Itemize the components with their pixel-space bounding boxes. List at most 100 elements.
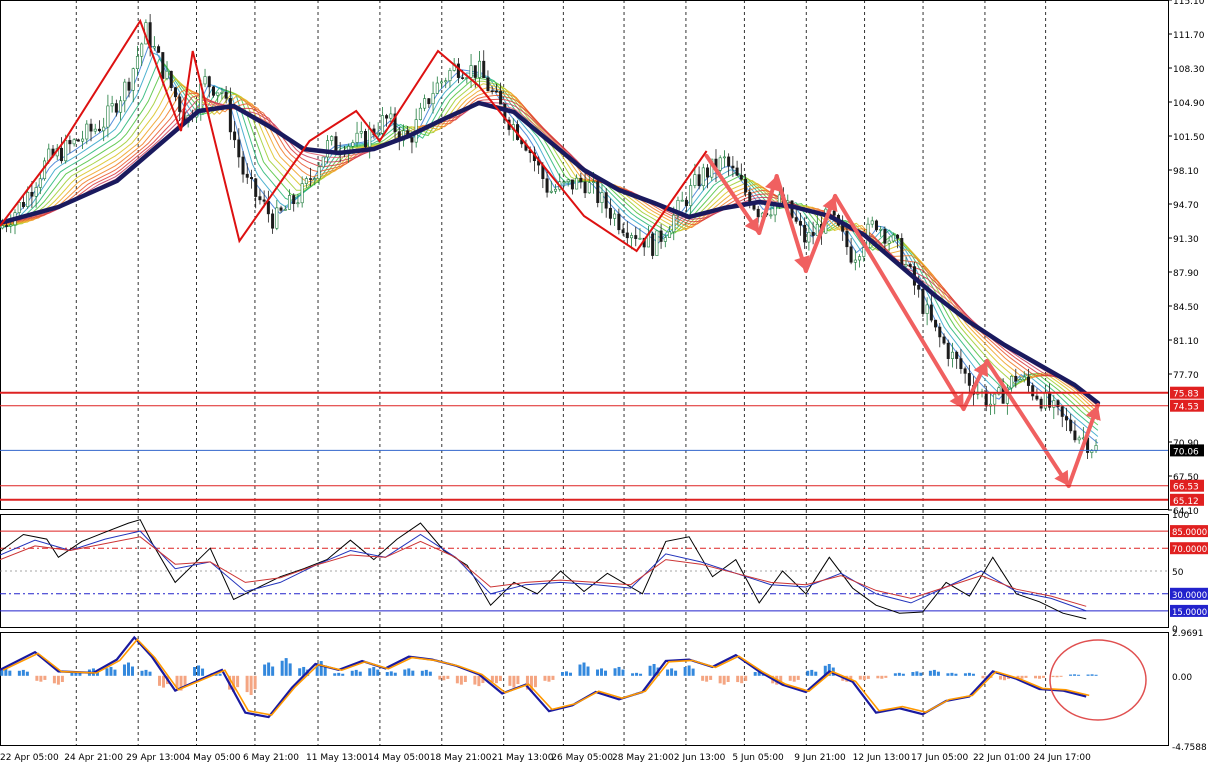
candle-body: [950, 351, 954, 359]
macd-hist-bar: [21, 669, 25, 676]
macd-tick-label: 0.00: [1172, 673, 1192, 683]
candle-body: [157, 46, 161, 53]
osc-level-label: 15.0000: [1172, 608, 1207, 618]
candle-body: [9, 224, 13, 227]
macd-hist-bar: [236, 675, 240, 688]
macd-hist-bar: [823, 665, 827, 676]
candle-body: [1077, 437, 1081, 441]
macd-hist-bar: [932, 669, 936, 676]
candle-body: [735, 167, 739, 176]
macd-hist-bar: [78, 672, 82, 676]
candle-body: [296, 202, 300, 205]
candle-body: [794, 217, 798, 222]
candle-body: [942, 336, 946, 344]
macd-hist-bar: [263, 664, 267, 676]
price-tag-label: 75.83: [1173, 390, 1199, 400]
candle-body: [811, 231, 815, 236]
osc-level-label: 30.0000: [1172, 591, 1207, 601]
price-tag-box: [1170, 386, 1204, 399]
candle-body: [684, 199, 688, 206]
candle-body: [440, 81, 444, 84]
candle-body: [879, 228, 883, 231]
candle-body: [266, 201, 270, 215]
macd-hist-bar: [411, 670, 415, 676]
macd-hist-bar: [901, 673, 905, 676]
macd-hist-bar: [757, 671, 761, 676]
macd-hist-bar: [376, 669, 380, 676]
macd-hist-bar: [428, 671, 432, 676]
macd-hist-bar: [56, 675, 60, 685]
candle-body: [64, 140, 68, 162]
candle-body: [621, 229, 625, 234]
candle-body: [815, 223, 819, 236]
macd-hist-bar: [0, 669, 4, 676]
candle-body: [858, 256, 862, 261]
candle-body: [102, 126, 106, 132]
candle-body: [744, 178, 748, 193]
macd-hist-bar: [446, 675, 450, 679]
macd-hist-bar: [691, 668, 695, 676]
candle-body: [1039, 398, 1043, 409]
macd-hist-bar: [1059, 675, 1063, 677]
candle-body: [672, 214, 676, 233]
macd-hist-bar: [477, 675, 481, 687]
candle-body: [701, 167, 705, 186]
macd-hist-bar: [302, 666, 306, 676]
candle-body: [313, 178, 317, 180]
macd-hist-bar: [919, 672, 923, 676]
osc-series-0: [0, 519, 1087, 620]
y-tick-label: 91.30: [1173, 235, 1199, 245]
candle-body: [427, 98, 431, 105]
y-tick-label: 81.10: [1173, 337, 1199, 347]
macd-hist-bar: [814, 671, 818, 676]
wave-arrow: [704, 154, 762, 235]
y-tick-label: 94.70: [1173, 201, 1199, 211]
candle-body: [473, 65, 477, 78]
candle-body: [1052, 400, 1056, 408]
macd-hist-bar: [862, 675, 866, 681]
macd-hist-bar: [701, 675, 705, 681]
macd-hist-bar: [288, 663, 292, 676]
candle-body: [554, 188, 558, 192]
macd-hist-bar: [981, 675, 985, 679]
osc-level-box: [1170, 587, 1208, 600]
candle-body: [499, 90, 503, 105]
candle-body: [321, 156, 325, 168]
macd-hist-bar: [70, 672, 74, 676]
macd-hist-bar: [600, 668, 604, 676]
candle-body: [178, 96, 182, 112]
ema-ribbon-line: [0, 78, 1099, 417]
osc-series-1: [0, 530, 1087, 612]
macd-hist-bar: [201, 668, 205, 676]
candle-body: [896, 234, 900, 239]
macd-hist-bar: [1090, 674, 1094, 676]
y-tick-label: 108.30: [1173, 65, 1205, 75]
candle-body: [663, 237, 667, 242]
macd-hist-bar: [858, 675, 862, 680]
macd-hist-bar: [1024, 675, 1028, 678]
macd-hist-bar: [954, 673, 958, 676]
macd-hist-bar: [162, 675, 166, 688]
candle-body: [478, 60, 482, 78]
x-tick-label: 21 May 13:00: [492, 753, 554, 763]
candle-body: [317, 166, 321, 179]
macd-hist-bar: [866, 675, 870, 679]
macd-hist-bar: [1073, 674, 1077, 676]
candle-body: [883, 228, 887, 244]
wave-arrow-head: [1085, 405, 1101, 421]
candle-body: [173, 87, 177, 98]
macd-hist-bar: [1038, 675, 1042, 679]
candle-body: [292, 195, 296, 204]
macd-hist-bar: [753, 672, 757, 676]
macd-hist-bar: [284, 658, 288, 676]
osc-level-box: [1170, 525, 1208, 538]
macd-hist-bar: [810, 669, 814, 676]
candle-body: [258, 196, 262, 201]
candle-body: [287, 195, 291, 210]
candle-body: [739, 175, 743, 180]
candle-body: [630, 235, 634, 239]
candle-body: [393, 113, 397, 132]
candle-body: [790, 200, 794, 218]
macd-hist-bar: [792, 675, 796, 682]
